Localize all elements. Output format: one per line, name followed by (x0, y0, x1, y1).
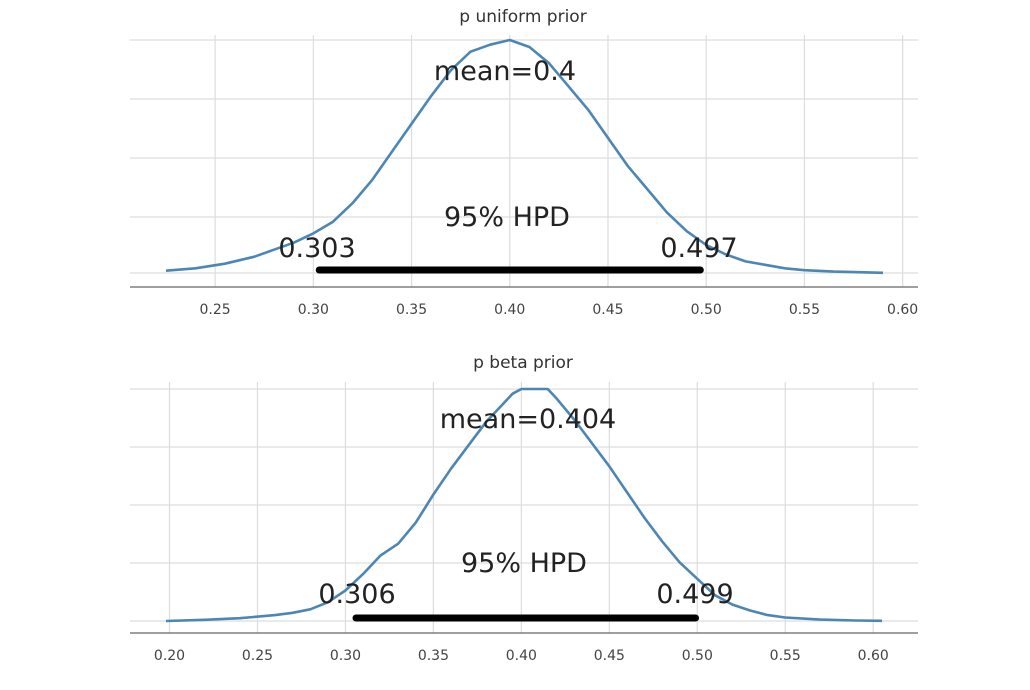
density-curve-group (165, 38, 884, 275)
mean-annotation: mean=0.4 (434, 56, 576, 87)
x-tick-label: 0.45 (592, 302, 623, 318)
chart-title: p beta prior (473, 353, 573, 373)
x-tick-label: 0.55 (770, 648, 801, 664)
density-curve (165, 38, 884, 275)
hpd-low-label: 0.303 (278, 233, 355, 264)
hpd-low-label: 0.306 (318, 579, 395, 610)
x-tick-label: 0.60 (858, 648, 889, 664)
chart-title: p uniform prior (459, 7, 586, 27)
x-tick-label: 0.30 (330, 648, 361, 664)
x-tick-label: 0.55 (789, 302, 820, 318)
uniform-prior-panel: p uniform prior 0.25 0.30 0.35 0.40 0.45 0.50… (130, 7, 918, 318)
x-tick-label: 0.50 (682, 648, 713, 664)
x-tick-label: 0.60 (887, 302, 918, 318)
x-axis-ticks: 0.25 0.30 0.35 0.40 0.45 0.50 0.55 0.60 (200, 302, 919, 318)
hpd-label: 95% HPD (461, 548, 587, 579)
x-tick-label: 0.40 (494, 302, 525, 318)
x-tick-label: 0.25 (242, 648, 273, 664)
x-tick-label: 0.35 (418, 648, 449, 664)
x-tick-label: 0.45 (594, 648, 625, 664)
hpd-high-label: 0.499 (656, 579, 733, 610)
mean-annotation: mean=0.404 (440, 404, 617, 435)
x-tick-label: 0.50 (691, 302, 722, 318)
x-tick-label: 0.30 (298, 302, 329, 318)
x-axis-ticks: 0.20 0.25 0.30 0.35 0.40 0.45 0.50 0.55 0.60 (154, 648, 889, 664)
hpd-label: 95% HPD (444, 202, 570, 233)
x-tick-label: 0.25 (200, 302, 231, 318)
x-tick-label: 0.40 (506, 648, 537, 664)
density-curve (165, 387, 883, 623)
density-curve-group (165, 387, 883, 623)
x-tick-label: 0.35 (396, 302, 427, 318)
hpd-high-label: 0.497 (660, 233, 737, 264)
x-tick-label: 0.20 (154, 648, 185, 664)
beta-prior-panel: p beta prior 0.20 0.25 0.30 0.35 0.40 0.45 0.5… (130, 353, 918, 664)
